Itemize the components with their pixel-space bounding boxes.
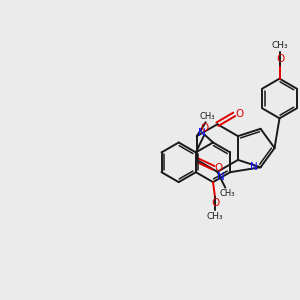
Text: O: O (214, 163, 223, 173)
Text: CH₃: CH₃ (207, 212, 223, 221)
Text: N: N (218, 172, 225, 182)
Text: O: O (200, 123, 208, 133)
Text: N: N (198, 128, 206, 138)
Text: O: O (276, 54, 285, 64)
Text: CH₃: CH₃ (220, 189, 235, 198)
Text: N: N (250, 162, 257, 172)
Text: O: O (235, 109, 243, 119)
Text: CH₃: CH₃ (271, 41, 288, 50)
Text: CH₃: CH₃ (200, 112, 215, 121)
Text: O: O (212, 198, 220, 208)
